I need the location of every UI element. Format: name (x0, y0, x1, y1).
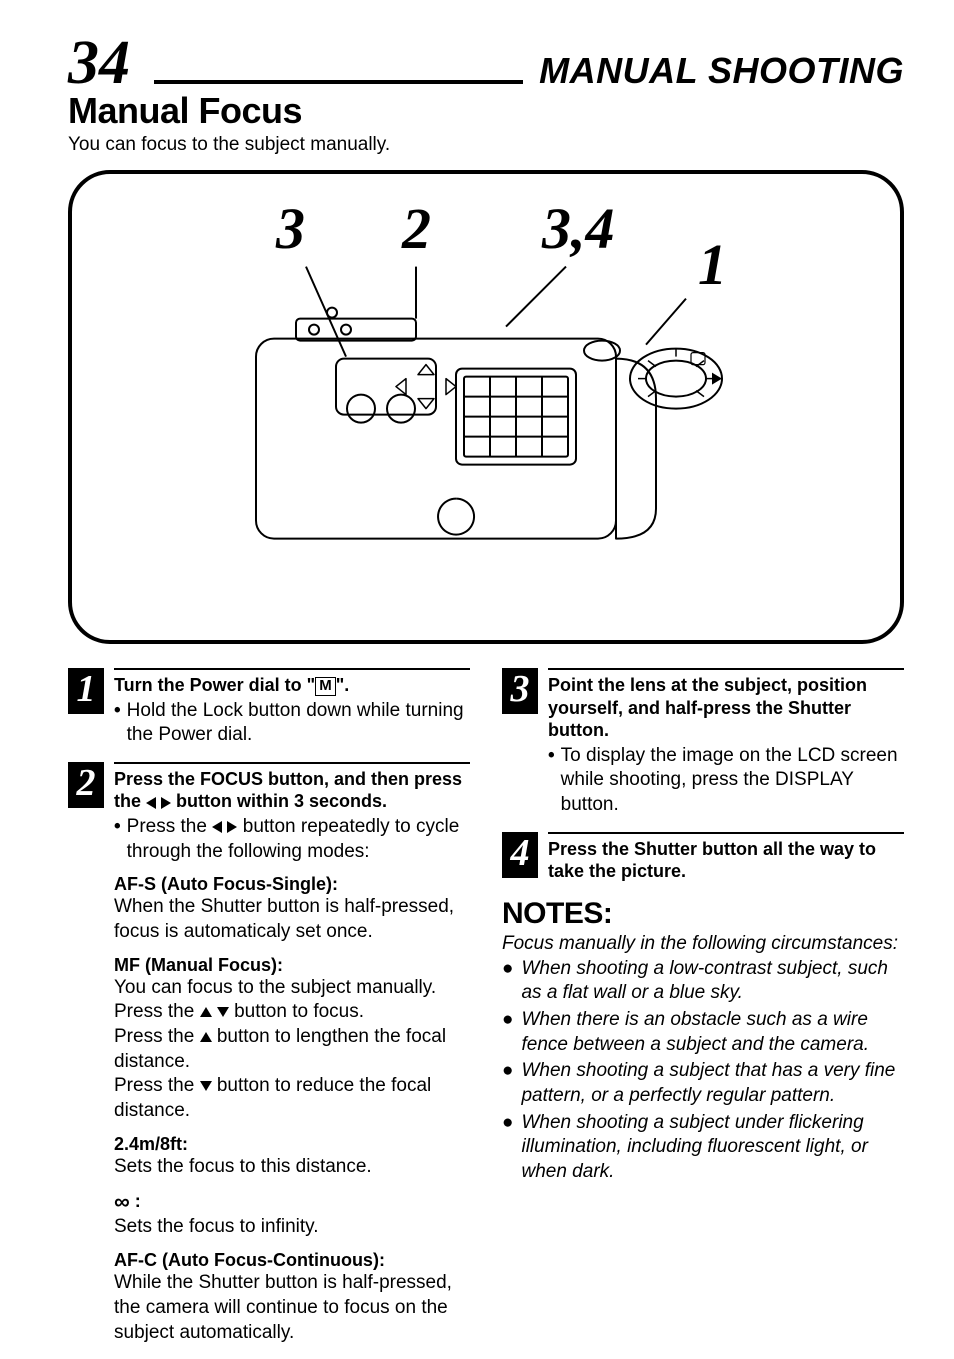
mode-24m: 2.4m/8ft: Sets the focus to this distanc… (114, 1134, 470, 1180)
t: button to focus. (229, 1001, 364, 1022)
bullet-icon: ● (502, 957, 513, 1006)
infinity-icon: ∞ (114, 1189, 130, 1214)
mode-infinity: ∞ : Sets the focus to infinity. (114, 1189, 470, 1240)
step-1-bullet-text: Hold the Lock button down while turning … (127, 699, 470, 748)
step-1-title-post: ". (336, 675, 350, 695)
up-arrow-icon (200, 1007, 212, 1017)
bullet-icon: ● (502, 1111, 513, 1185)
notes-item-text: When shooting a low-contrast subject, su… (521, 957, 904, 1006)
page-number: 34 (68, 32, 130, 94)
mode-afc-title: AF-C (Auto Focus-Continuous): (114, 1250, 470, 1271)
step-3-bullet-text: To display the image on the LCD screen w… (561, 744, 904, 818)
notes-item: ●When shooting a subject under flickerin… (502, 1111, 904, 1185)
right-arrow-icon (161, 797, 171, 809)
step-1-title: Turn the Power dial to "M". (114, 674, 470, 697)
notes-list: ●When shooting a low-contrast subject, s… (502, 957, 904, 1185)
bullet-icon: • (114, 699, 121, 748)
notes-item-text: When shooting a subject that has a very … (521, 1059, 904, 1108)
t: Press the (114, 1026, 200, 1047)
t: Press the (114, 1075, 200, 1096)
steps-columns: 1 Turn the Power dial to "M". • Hold the… (68, 668, 904, 1359)
step-1-title-pre: Turn the Power dial to " (114, 675, 315, 695)
step-badge-1: 1 (68, 668, 104, 714)
step-badge-4: 4 (502, 832, 538, 878)
step-badge-3: 3 (502, 668, 538, 714)
camera-illustration (206, 249, 766, 579)
bullet-icon: • (548, 744, 555, 818)
section-subtitle: You can focus to the subject manually. (68, 134, 904, 156)
mode-afs-title: AF-S (Auto Focus-Single): (114, 874, 470, 895)
mode-infinity-text: Sets the focus to infinity. (114, 1215, 470, 1240)
notes-title: NOTES: (502, 897, 904, 931)
step-3-title: Point the lens at the subject, position … (548, 674, 904, 742)
step-3: 3 Point the lens at the subject, positio… (502, 668, 904, 818)
left-arrow-icon (212, 821, 222, 833)
step-3-bullet: • To display the image on the LCD screen… (548, 744, 904, 818)
header-title: MANUAL SHOOTING (531, 50, 904, 92)
mode-infinity-title: ∞ : (114, 1189, 470, 1215)
notes-item-text: When there is an obstacle such as a wire… (521, 1008, 904, 1057)
section-title: Manual Focus (68, 90, 904, 132)
step-2-title-b: button within 3 seconds. (171, 791, 387, 811)
step-1: 1 Turn the Power dial to "M". • Hold the… (68, 668, 470, 748)
step-4-title: Press the Shutter button all the way to … (548, 838, 904, 883)
mode-mf-line3: Press the button to lengthen the focal d… (114, 1025, 470, 1074)
header-rule (154, 80, 523, 84)
step-2: 2 Press the FOCUS button, and then press… (68, 762, 470, 1345)
bullet-icon: ● (502, 1059, 513, 1108)
step-2-bullet-a: Press the (127, 816, 213, 837)
mode-afc-text: While the Shutter button is half-pressed… (114, 1271, 470, 1345)
mode-mf-line4: Press the button to reduce the focal dis… (114, 1074, 470, 1123)
step-2-title: Press the FOCUS button, and then press t… (114, 768, 470, 813)
right-arrow-icon (227, 821, 237, 833)
mode-afc: AF-C (Auto Focus-Continuous): While the … (114, 1250, 470, 1345)
bullet-icon: • (114, 815, 121, 864)
notes-intro: Focus manually in the following circumst… (502, 933, 904, 955)
bullet-icon: ● (502, 1008, 513, 1057)
mode-mf: MF (Manual Focus): You can focus to the … (114, 955, 470, 1124)
down-arrow-icon (200, 1081, 212, 1091)
mode-24m-title: 2.4m/8ft: (114, 1134, 470, 1155)
mode-mf-title: MF (Manual Focus): (114, 955, 470, 976)
mode-mf-line2: Press the button to focus. (114, 1000, 470, 1025)
step-2-bullet: • Press the button repeatedly to cycle t… (114, 815, 470, 864)
left-column: 1 Turn the Power dial to "M". • Hold the… (68, 668, 470, 1359)
mode-24m-text: Sets the focus to this distance. (114, 1155, 470, 1180)
up-arrow-icon (200, 1032, 212, 1042)
down-arrow-icon (217, 1007, 229, 1017)
m-mode-icon: M (315, 677, 336, 696)
notes-item: ●When shooting a low-contrast subject, s… (502, 957, 904, 1006)
mode-afs-text: When the Shutter button is half-pressed,… (114, 895, 470, 944)
notes-section: NOTES: Focus manually in the following c… (502, 897, 904, 1185)
step-4: 4 Press the Shutter button all the way t… (502, 832, 904, 883)
step-badge-2: 2 (68, 762, 104, 808)
camera-diagram: 3 2 3,4 1 (68, 170, 904, 644)
notes-item: ●When shooting a subject that has a very… (502, 1059, 904, 1108)
mode-mf-line1: You can focus to the subject manually. (114, 976, 470, 1001)
mode-afs: AF-S (Auto Focus-Single): When the Shutt… (114, 874, 470, 944)
left-arrow-icon (146, 797, 156, 809)
right-column: 3 Point the lens at the subject, positio… (502, 668, 904, 1359)
t: Press the (114, 1001, 200, 1022)
step-2-bullet-text: Press the button repeatedly to cycle thr… (127, 815, 470, 864)
t: : (130, 1191, 141, 1211)
page-header: 34 MANUAL SHOOTING (68, 32, 904, 94)
notes-item: ●When there is an obstacle such as a wir… (502, 1008, 904, 1057)
notes-item-text: When shooting a subject under flickering… (521, 1111, 904, 1185)
step-1-bullet: • Hold the Lock button down while turnin… (114, 699, 470, 748)
